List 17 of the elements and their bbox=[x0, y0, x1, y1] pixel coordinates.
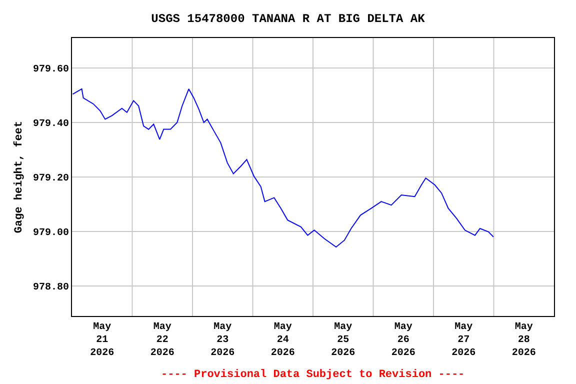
x-tick-label: May 23 2026 bbox=[210, 322, 235, 359]
y-tick-label: 979.20 bbox=[32, 174, 69, 184]
y-tick-label: 979.40 bbox=[32, 118, 69, 130]
x-tick-label: May 28 2026 bbox=[512, 322, 536, 359]
y-tick-label: 978.80 bbox=[32, 282, 69, 294]
y-axis-title: Gage height, feet bbox=[12, 120, 26, 234]
x-tick-label: May 21 2026 bbox=[90, 322, 114, 359]
y-tick-label: 979.00 bbox=[32, 228, 69, 240]
x-tick-label: May 24 2026 bbox=[270, 322, 295, 359]
y-tick-label: 979.60 bbox=[32, 64, 69, 76]
line-series bbox=[72, 88, 494, 248]
chart-title: USGS 15478000 TANANA R AT BIG DELTA AK bbox=[151, 12, 426, 26]
x-tick-label: May 22 2026 bbox=[150, 322, 174, 359]
text: ---- Provisional Data Subject to Revision ---- bbox=[161, 369, 465, 381]
x-tick-label: May 25 2026 bbox=[331, 322, 356, 359]
x-tick-label: May 27 2026 bbox=[452, 322, 476, 359]
x-tick-label: May 26 2026 bbox=[391, 322, 416, 359]
